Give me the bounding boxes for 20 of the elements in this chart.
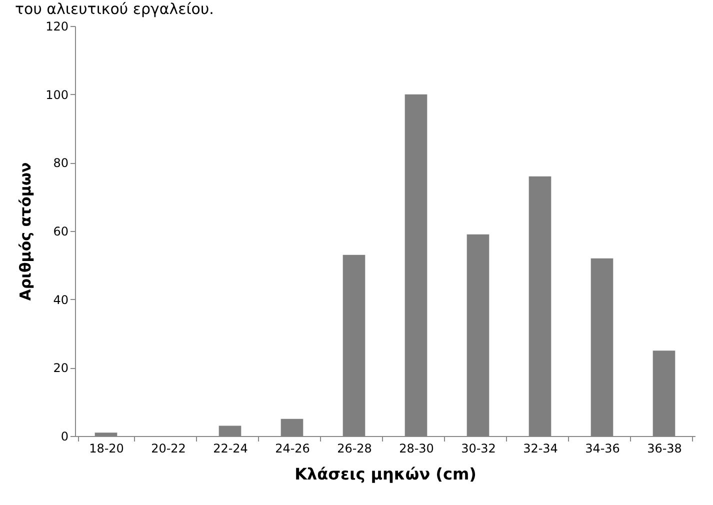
- y-tick-label: 40: [53, 292, 68, 307]
- x-tick-label: 18-20: [89, 442, 124, 456]
- x-axis-title: Κλάσεις μηκών (cm): [294, 464, 476, 484]
- x-tick-label: 36-38: [647, 442, 682, 456]
- y-axis-title: Αριθμός ατόμων: [16, 162, 35, 301]
- y-tick-label: 100: [46, 88, 68, 102]
- y-tick-label: 20: [53, 361, 68, 376]
- x-tick-label: 20-22: [151, 442, 186, 456]
- x-tick-label: 28-30: [399, 442, 434, 456]
- x-tick-label: 34-36: [585, 442, 620, 456]
- x-tick-label: 26-28: [337, 442, 372, 456]
- y-tick-label: 0: [60, 430, 68, 444]
- y-tick-label: 120: [46, 20, 68, 34]
- x-tick-label: 24-26: [275, 442, 310, 456]
- x-tick-label: 22-24: [213, 442, 248, 456]
- x-tick-label: 30-32: [461, 442, 496, 456]
- y-tick-label: 80: [53, 156, 68, 170]
- text: του αλιευτικού εργαλείου.: [15, 0, 214, 18]
- y-tick-label: 60: [53, 224, 68, 238]
- x-tick-label: 32-34: [523, 442, 558, 456]
